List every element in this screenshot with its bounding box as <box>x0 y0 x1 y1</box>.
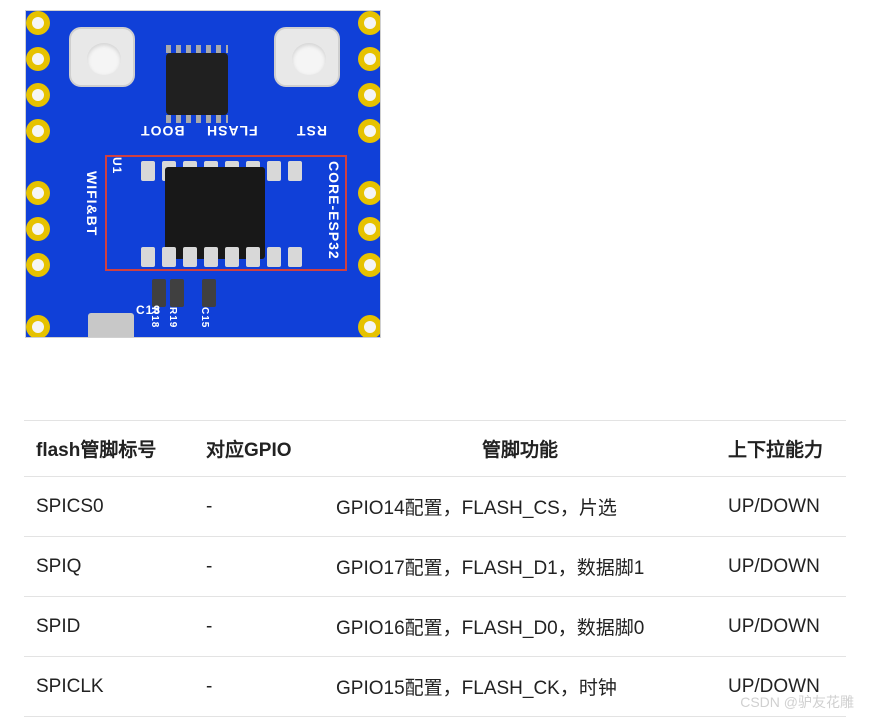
table-header-row: flash管脚标号 对应GPIO 管脚功能 上下拉能力 <box>24 421 846 477</box>
cell-pull: UP/DOWN <box>716 477 846 537</box>
th-func: 管脚功能 <box>324 421 716 477</box>
th-pull: 上下拉能力 <box>716 421 846 477</box>
cell-pull: UP/DOWN <box>716 597 846 657</box>
th-label: flash管脚标号 <box>24 421 194 477</box>
table-row: SPIQ - GPIO17配置，FLASH_D1，数据脚1 UP/DOWN <box>24 537 846 597</box>
silk-flash: FLASH <box>206 123 258 139</box>
table-row: SPICLK - GPIO15配置，FLASH_CK，时钟 UP/DOWN <box>24 657 846 717</box>
watermark: CSDN @驴友花雕 <box>740 692 854 712</box>
cell-gpio: - <box>194 477 324 537</box>
cell-label: SPICS0 <box>24 477 194 537</box>
table-row: SPID - GPIO16配置，FLASH_D0，数据脚0 UP/DOWN <box>24 597 846 657</box>
silk-rst: RST <box>296 123 327 139</box>
cell-gpio: - <box>194 597 324 657</box>
silk-r19: R19 <box>167 307 178 328</box>
highlight-box <box>105 155 347 271</box>
cell-func: GPIO14配置，FLASH_CS，片选 <box>324 477 716 537</box>
cell-label: SPICLK <box>24 657 194 717</box>
cell-func: GPIO16配置，FLASH_D0，数据脚0 <box>324 597 716 657</box>
cell-func: GPIO15配置，FLASH_CK，时钟 <box>324 657 716 717</box>
cell-func: GPIO17配置，FLASH_D1，数据脚1 <box>324 537 716 597</box>
cell-gpio: - <box>194 537 324 597</box>
silk-u1: U1 <box>110 157 124 174</box>
qfn-chip <box>166 53 228 115</box>
silk-core: CORE-ESP32 <box>326 161 342 260</box>
rst-button <box>274 27 340 87</box>
cell-gpio: - <box>194 657 324 717</box>
silk-boot: BOOT <box>140 123 184 139</box>
cell-pull: UP/DOWN <box>716 537 846 597</box>
pcb-illustration: BOOT FLASH RST WIFI&BT CORE-ESP32 U1 C13… <box>25 10 381 338</box>
silk-wifi: WIFI&BT <box>84 171 100 236</box>
pin-table: flash管脚标号 对应GPIO 管脚功能 上下拉能力 SPICS0 - GPI… <box>24 420 846 717</box>
cell-label: SPID <box>24 597 194 657</box>
cell-label: SPIQ <box>24 537 194 597</box>
boot-button <box>69 27 135 87</box>
silk-c15: C15 <box>199 307 210 328</box>
silk-r18: R18 <box>149 307 160 328</box>
th-gpio: 对应GPIO <box>194 421 324 477</box>
table-row: SPICS0 - GPIO14配置，FLASH_CS，片选 UP/DOWN <box>24 477 846 537</box>
